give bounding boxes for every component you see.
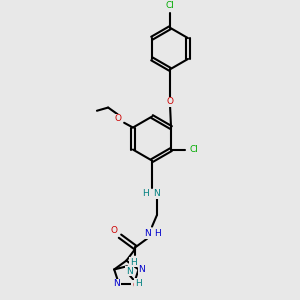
- Text: N: N: [153, 189, 160, 198]
- Text: O: O: [111, 226, 118, 235]
- Text: N: N: [144, 229, 151, 238]
- Text: N: N: [126, 266, 133, 275]
- Text: H: H: [130, 258, 137, 267]
- Text: Cl: Cl: [166, 1, 174, 10]
- Text: O: O: [132, 281, 139, 290]
- Text: H: H: [142, 189, 149, 198]
- Text: O: O: [114, 114, 121, 123]
- Text: N: N: [113, 279, 120, 288]
- Text: O: O: [167, 97, 173, 106]
- Text: H: H: [135, 279, 142, 288]
- Text: Cl: Cl: [190, 145, 199, 154]
- Text: N: N: [138, 265, 145, 274]
- Text: H: H: [154, 229, 161, 238]
